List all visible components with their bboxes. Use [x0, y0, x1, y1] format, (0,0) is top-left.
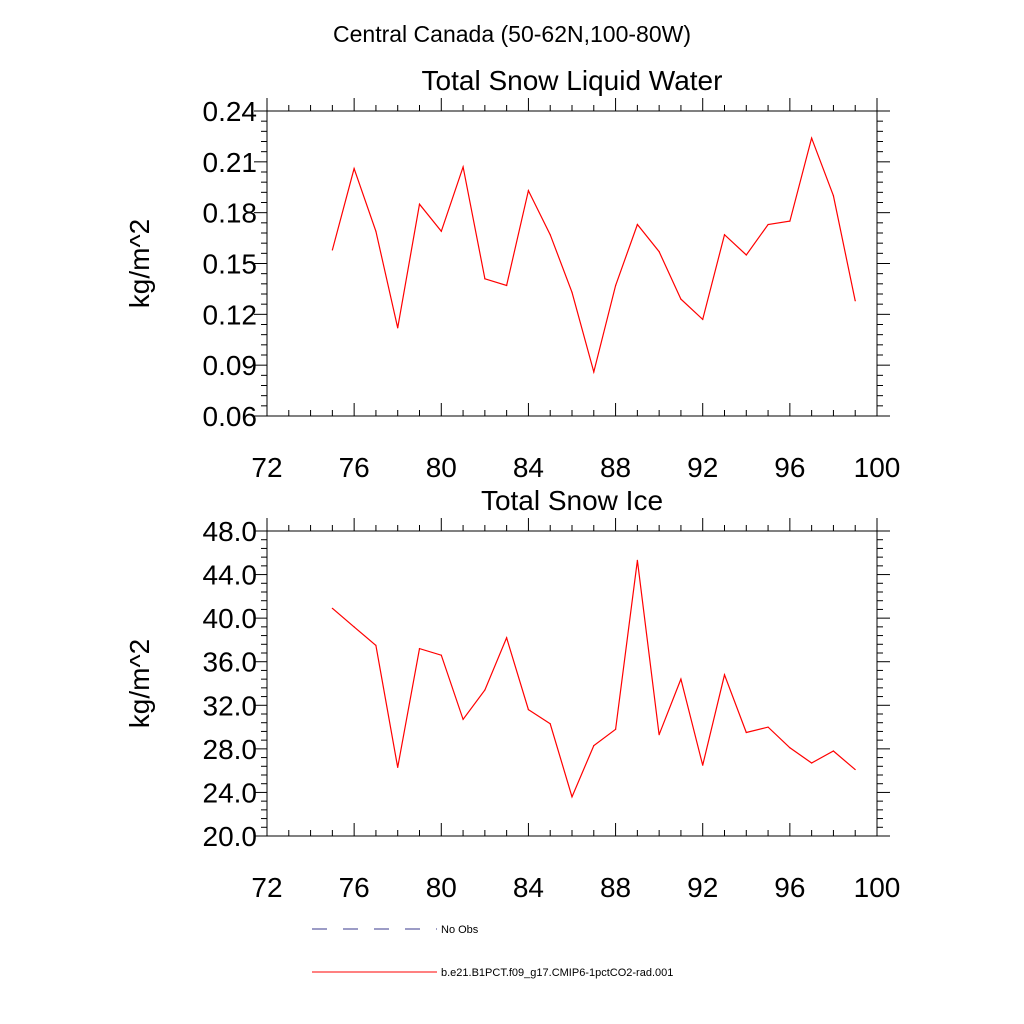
y-tick-label: 0.21 — [203, 147, 258, 178]
data-point — [571, 796, 573, 798]
x-tick-label: 84 — [513, 452, 544, 483]
data-point — [614, 284, 617, 287]
panel-title: Total Snow Liquid Water — [422, 65, 723, 96]
data-point — [658, 734, 660, 736]
data-point — [440, 654, 442, 656]
data-point — [484, 689, 486, 691]
data-point — [593, 371, 595, 373]
x-tick-label: 80 — [426, 872, 457, 903]
y-tick-label: 24.0 — [203, 777, 258, 808]
data-point — [767, 223, 769, 226]
data-point — [353, 626, 355, 628]
y-tick-label: 40.0 — [203, 603, 258, 634]
series-line — [331, 136, 856, 375]
data-point — [484, 278, 486, 280]
legend-label: b.e21.B1PCT.f09_g17.CMIP6-1pctCO2-rad.00… — [441, 967, 673, 979]
x-tick-label: 88 — [600, 452, 631, 483]
data-point — [593, 744, 595, 747]
data-point — [375, 644, 377, 646]
y-tick-label: 0.09 — [203, 350, 258, 381]
x-tick-label: 72 — [251, 872, 282, 903]
x-tick-label: 92 — [687, 872, 718, 903]
data-point — [723, 234, 726, 236]
data-point — [527, 190, 530, 192]
x-tick-label: 84 — [513, 872, 544, 903]
data-point — [745, 731, 747, 734]
y-tick-label: 0.12 — [203, 299, 258, 330]
data-point — [832, 195, 835, 197]
data-point — [549, 234, 551, 236]
data-point — [680, 678, 682, 680]
data-point — [789, 220, 791, 222]
data-point — [658, 251, 660, 253]
data-point — [462, 166, 464, 168]
y-tick-label: 0.24 — [203, 96, 258, 127]
data-point — [680, 298, 682, 300]
data-point — [614, 728, 617, 730]
data-point — [418, 648, 421, 650]
data-point — [723, 674, 726, 676]
x-tick-label: 96 — [774, 452, 805, 483]
data-point — [397, 327, 399, 329]
series-line — [332, 560, 856, 799]
data-point — [506, 637, 508, 639]
data-point — [811, 137, 813, 139]
data-point — [767, 726, 769, 728]
y-axis-label: kg/m^2 — [124, 219, 155, 308]
legend: No Obs b.e21.B1PCT.f09_g17.CMIP6-1pctCO2-… — [312, 924, 673, 979]
data-point — [854, 300, 856, 302]
x-tick-label: 80 — [426, 452, 457, 483]
y-tick-label: 0.15 — [203, 249, 258, 280]
x-tick-label: 100 — [854, 452, 901, 483]
y-tick-label: 48.0 — [203, 516, 258, 547]
x-tick-label: 92 — [687, 452, 718, 483]
panel-snow-liquid-water: Total Snow Liquid Water kg/m^2 72 76 80 84 88 9… — [124, 65, 900, 483]
x-tick-label: 72 — [251, 452, 282, 483]
y-tick-label: 32.0 — [203, 690, 258, 721]
data-point — [811, 762, 813, 764]
legend-label: No Obs — [441, 924, 479, 936]
data-point — [636, 559, 638, 562]
main-title: Central Canada (50-62N,100-80W) — [333, 21, 691, 47]
panel-title: Total Snow Ice — [481, 485, 663, 516]
data-point — [527, 709, 530, 711]
data-point — [353, 168, 355, 170]
data-point — [854, 768, 856, 771]
data-point — [702, 764, 704, 766]
data-point — [506, 284, 508, 287]
y-tick-label: 0.18 — [203, 198, 258, 229]
x-tick-label: 76 — [339, 452, 370, 483]
data-point — [636, 223, 638, 226]
y-tick-label: 44.0 — [203, 560, 258, 591]
y-tick-label: 0.06 — [203, 401, 258, 432]
plot-frame — [266, 530, 878, 837]
data-point — [462, 718, 464, 721]
data-point — [331, 607, 333, 609]
y-tick-label: 20.0 — [203, 821, 258, 852]
data-point — [745, 254, 747, 256]
y-tick-label: 28.0 — [203, 734, 258, 765]
plot-frame — [266, 110, 878, 417]
x-tick-label: 96 — [774, 872, 805, 903]
data-point — [571, 291, 573, 293]
data-point — [418, 203, 421, 205]
data-point — [331, 249, 333, 251]
data-point — [397, 766, 399, 768]
data-point — [702, 318, 704, 321]
data-point — [789, 747, 791, 749]
data-point — [375, 230, 377, 232]
data-point — [832, 750, 835, 752]
x-tick-label: 88 — [600, 872, 631, 903]
data-point — [549, 723, 551, 725]
panel-snow-ice: Total Snow Ice kg/m^2 72 76 80 84 88 92 96 100 20.… — [124, 485, 900, 903]
x-tick-label: 100 — [854, 872, 901, 903]
y-tick-label: 36.0 — [203, 647, 258, 678]
data-point — [440, 230, 442, 232]
x-tick-label: 76 — [339, 872, 370, 903]
y-axis-label: kg/m^2 — [124, 639, 155, 728]
